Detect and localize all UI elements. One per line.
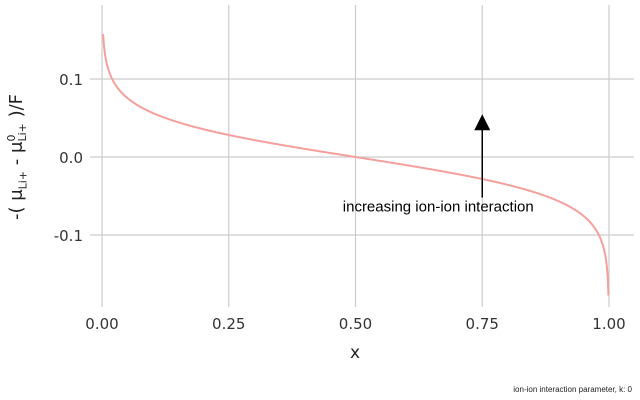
y-tick-label: 0.0 (59, 149, 83, 167)
data-series-line (102, 33, 610, 296)
ylabel-sub2: Li+ (16, 123, 29, 142)
ylabel-suffix: )/F (6, 93, 27, 124)
y-axis-title: -( μLi+ - μ 0 Li+ )/F (5, 93, 30, 221)
grid-lines (90, 5, 634, 307)
x-axis-ticks: 0.00 0.25 0.50 0.75 1.00 (85, 315, 625, 333)
y-tick-label: 0.1 (59, 71, 83, 89)
x-tick-label: 0.00 (85, 315, 118, 333)
x-tick-label: 0.25 (212, 315, 245, 333)
ylabel-prefix: -( μ (6, 189, 27, 221)
ylabel-supsub: 0 Li+ (5, 123, 29, 142)
annotation-arrow: increasing ion-ion interaction (343, 114, 534, 215)
ylabel-sub1: Li+ (16, 170, 30, 190)
annotation-text: increasing ion-ion interaction (343, 198, 534, 215)
y-axis-ticks: -0.1 0.0 0.1 (54, 71, 83, 245)
arrow-head-icon (474, 114, 491, 131)
y-tick-label: -0.1 (54, 227, 83, 245)
x-tick-label: 0.75 (466, 315, 499, 333)
caption-k-parameter: ion-ion interaction parameter, k: 0 (513, 385, 632, 394)
x-tick-label: 0.50 (339, 315, 372, 333)
ylabel-mid: - μ (6, 141, 27, 171)
x-tick-label: 1.00 (592, 315, 625, 333)
x-axis-title: x (350, 343, 360, 363)
